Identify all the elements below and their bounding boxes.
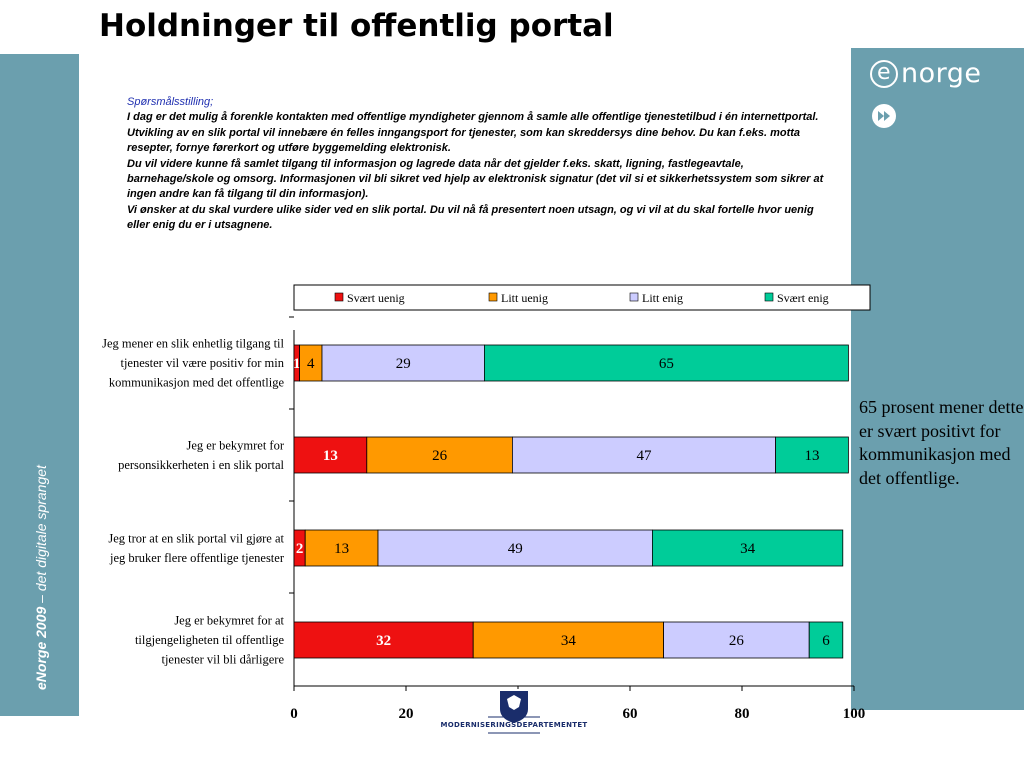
legend-box: [293, 284, 871, 311]
page-title: Holdninger til offentlig portal: [99, 8, 614, 44]
x-tick-label: 100: [843, 706, 866, 722]
bar-segment: [512, 436, 777, 474]
legend-label: Litt enig: [642, 291, 683, 305]
data-label: 29: [396, 356, 411, 372]
bar-segment: [321, 344, 485, 382]
left-sidebar-band: [0, 54, 79, 716]
x-tick-label: 60: [623, 706, 638, 722]
data-label: 4: [307, 356, 315, 372]
category-label: tjenester vil være positiv for min: [120, 356, 284, 370]
ministry-name: MODERNISERINGSDEPARTEMENTET: [440, 721, 588, 729]
question-line: Utvikling av en slik portal vil innebære…: [127, 126, 801, 155]
forward-icon[interactable]: [872, 104, 896, 128]
bar-segment: [808, 621, 844, 659]
data-label: 47: [637, 448, 653, 464]
data-label: 49: [508, 541, 523, 557]
legend-label: Svært enig: [777, 291, 829, 305]
legend-swatch: [488, 292, 498, 302]
data-label: 32: [376, 633, 391, 649]
coat-of-arms-icon: [488, 689, 540, 737]
data-label: 6: [822, 633, 830, 649]
bar-segment: [472, 621, 665, 659]
data-label: 13: [805, 448, 820, 464]
question-line: I dag er det mulig å forenkle kontakten …: [127, 111, 819, 124]
logo-text: norge: [901, 58, 982, 89]
data-label: 1: [293, 356, 301, 372]
category-label: Jeg er bekymret for at: [174, 614, 284, 628]
category-label: personsikkerheten i en slik portal: [118, 458, 284, 472]
legend-label: Svært uenig: [347, 291, 405, 305]
data-label: 26: [729, 633, 745, 649]
data-label: 13: [323, 448, 338, 464]
bar-segment: [293, 621, 474, 659]
bar-segment: [663, 621, 810, 659]
legend-swatch: [334, 292, 344, 302]
bar-segment: [652, 529, 844, 567]
annotation-text: 65 prosent mener dette er svært positivt…: [859, 397, 1024, 488]
category-label: tilgjengeligheten til offentlige: [135, 633, 284, 647]
x-tick-label: 80: [735, 706, 750, 722]
logo-e: e: [870, 59, 898, 88]
data-label: 26: [432, 448, 448, 464]
question-line: Du vil videre kunne få samlet tilgang ti…: [127, 157, 824, 201]
question-label: Spørsmålsstilling;: [127, 96, 214, 108]
data-label: 13: [334, 541, 349, 557]
category-label: kommunikasjon med det offentlige: [109, 376, 285, 390]
data-label: 34: [740, 541, 756, 557]
ministry-seal: MODERNISERINGSDEPARTEMENTET: [433, 687, 595, 739]
category-label: Jeg mener en slik enhetlig tilgang til: [102, 337, 284, 351]
bar-segment: [483, 344, 849, 382]
bar-segment: [304, 529, 379, 567]
enorge-logo: e norge: [870, 58, 982, 89]
x-tick-label: 20: [399, 706, 414, 722]
data-label: 2: [296, 541, 304, 557]
category-label: jeg bruker flere offentlige tjenester: [109, 551, 285, 565]
legend-swatch: [629, 292, 639, 302]
bar-segment: [775, 436, 849, 474]
question-line: Vi ønsker at du skal vurdere ulike sider…: [127, 203, 814, 232]
x-tick-label: 0: [290, 706, 298, 722]
data-label: 34: [561, 633, 577, 649]
category-label: Jeg er bekymret for: [186, 438, 284, 452]
legend-swatch: [764, 292, 774, 302]
right-sidebar-band: [851, 48, 1024, 710]
category-label: Jeg tror at en slik portal vil gjøre at: [108, 531, 284, 545]
legend-label: Litt uenig: [501, 291, 548, 305]
data-label: 65: [659, 356, 674, 372]
question-text: Spørsmålsstilling; I dag er det mulig å …: [127, 95, 827, 234]
category-label: tjenester vil bli dårligere: [161, 653, 284, 667]
